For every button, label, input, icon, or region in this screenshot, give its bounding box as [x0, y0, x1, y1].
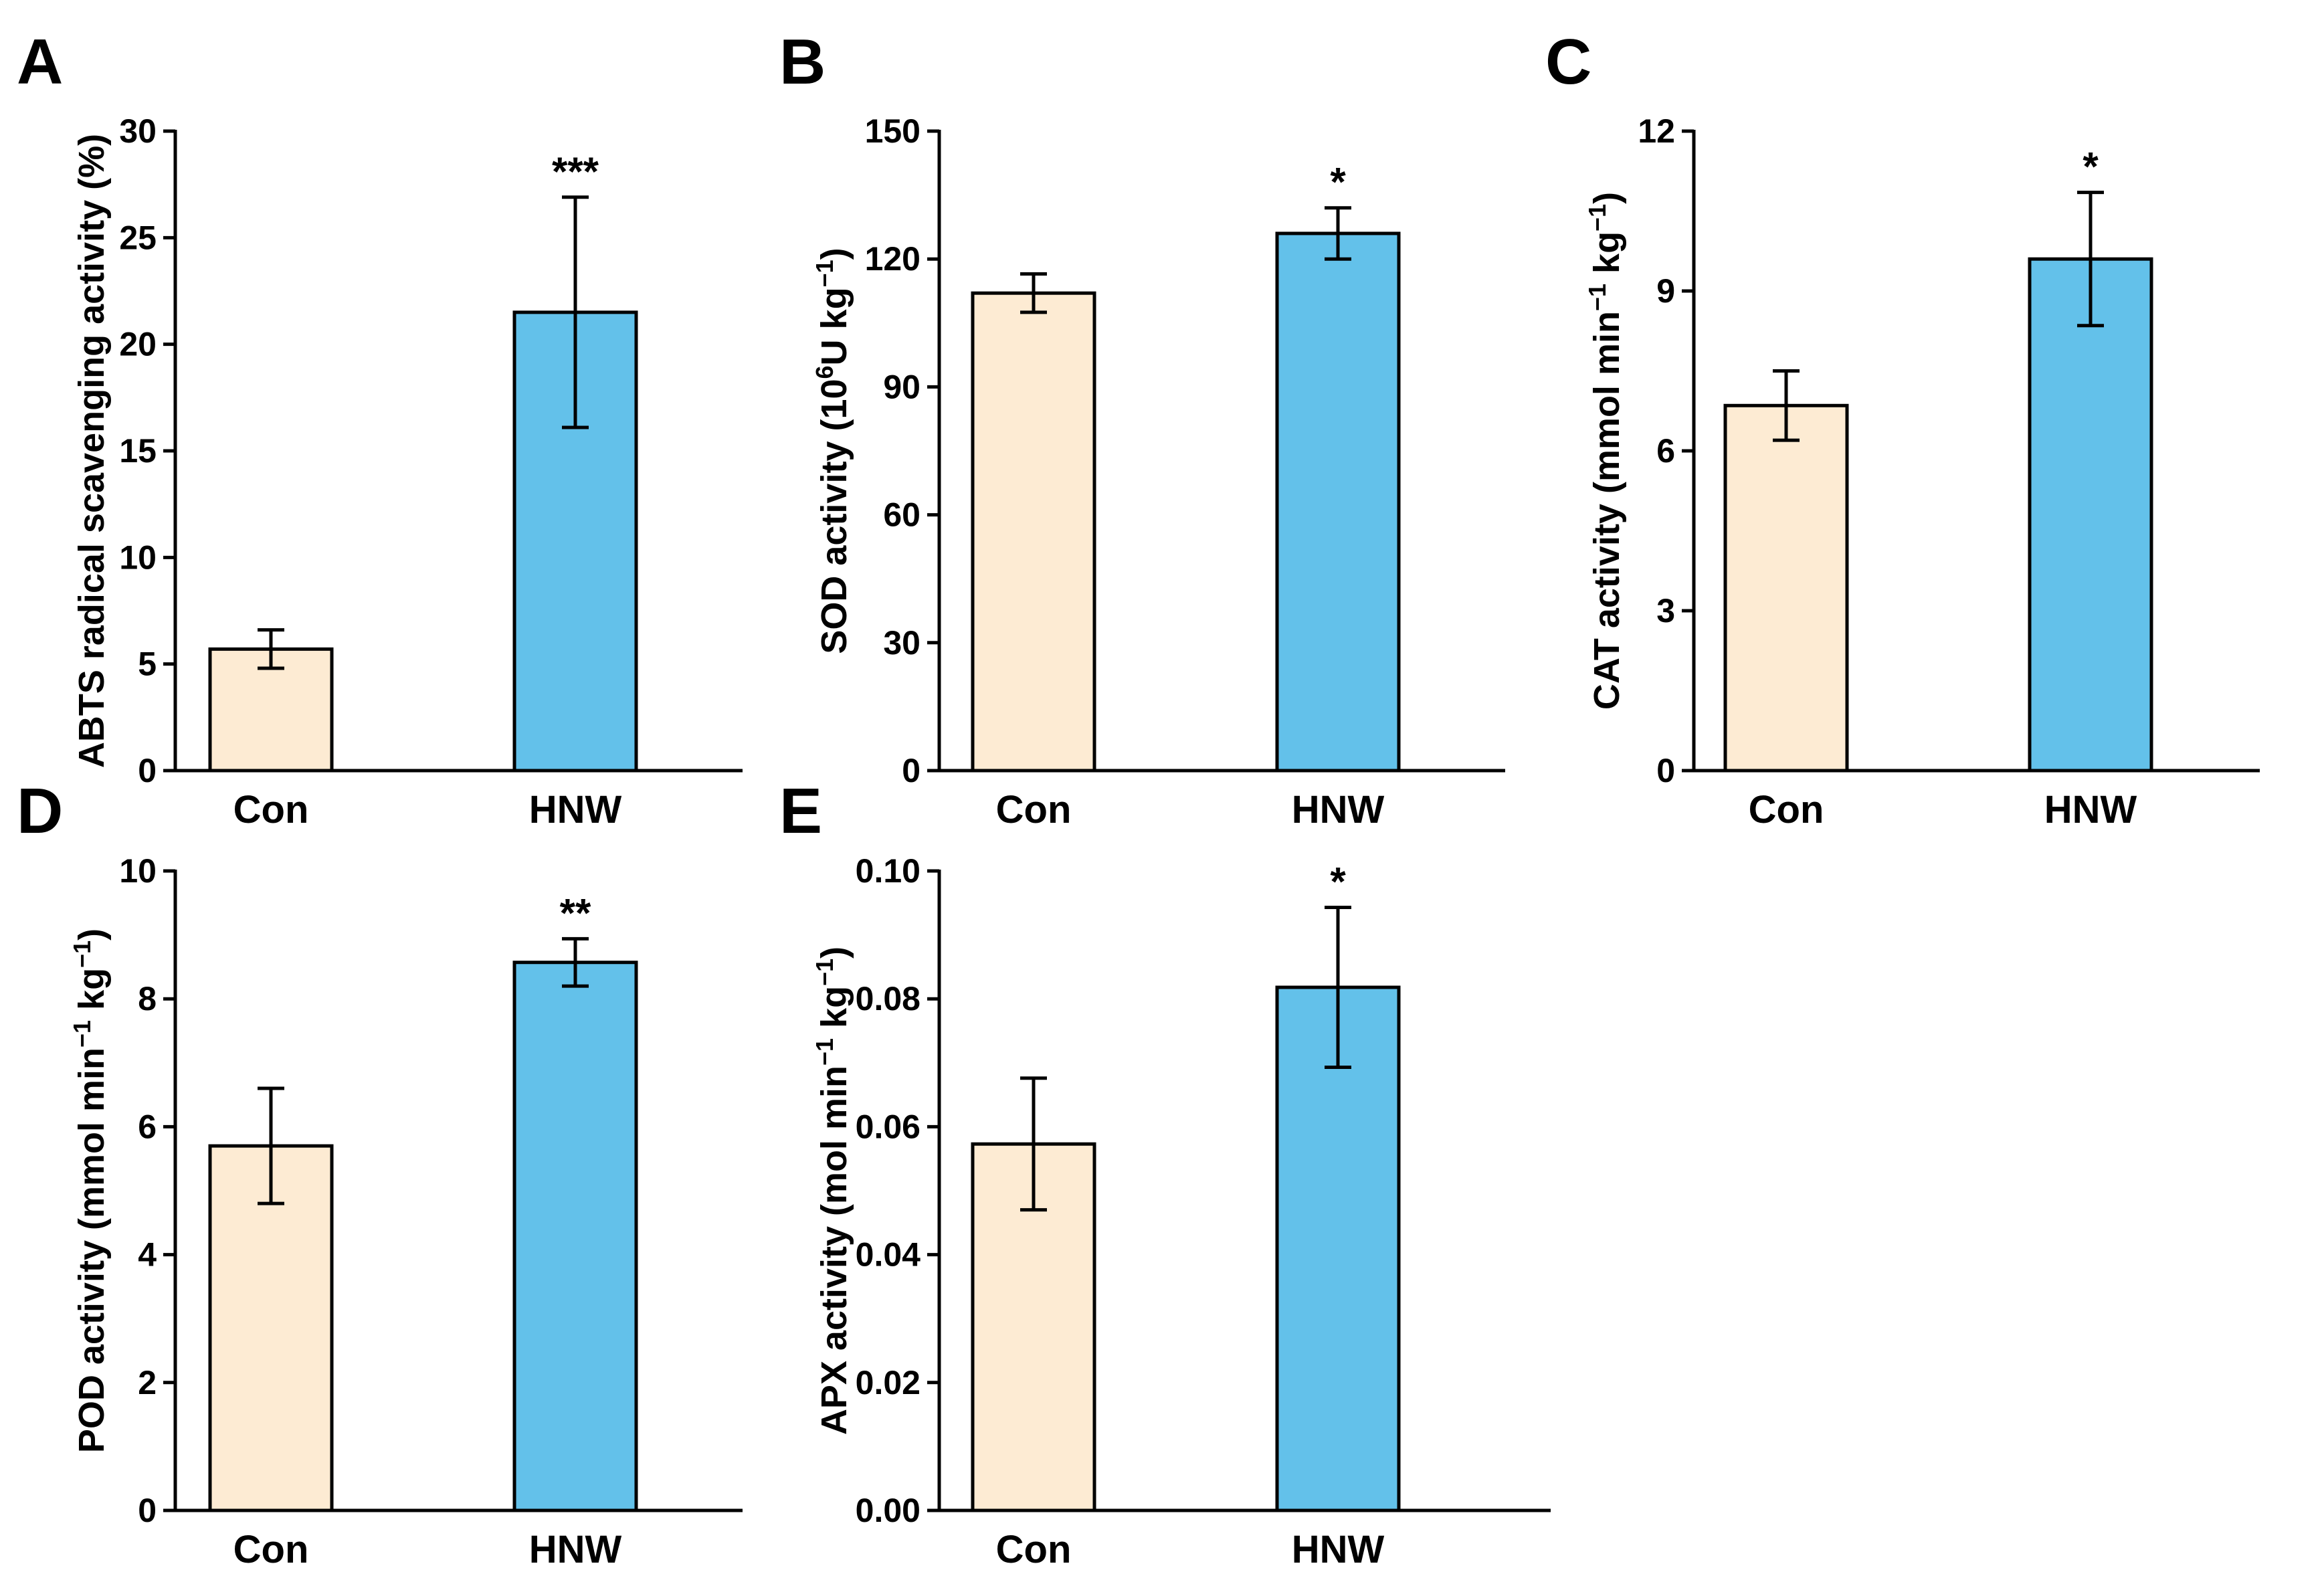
panel-c-significance-hnw: * — [2083, 144, 2099, 189]
panel-c-y-tick-label: 12 — [1638, 112, 1675, 150]
panel-d-bar-con — [208, 1144, 334, 1512]
panel-b-y-tick-label: 120 — [865, 240, 921, 278]
panel-b-y-tick-label: 90 — [883, 368, 921, 405]
panel-a-category-hnw: HNW — [529, 788, 622, 831]
panel-e-y-tick-label: 0.02 — [856, 1364, 921, 1401]
panel-d-y-tick-label: 4 — [138, 1236, 157, 1274]
panel-d-category-hnw: HNW — [529, 1528, 622, 1571]
panel-b-y-tick-label: 150 — [865, 112, 921, 150]
panel-b-letter: B — [779, 26, 826, 98]
panel-d-y-tick-label: 6 — [138, 1108, 157, 1145]
panel-a-letter: A — [17, 26, 63, 98]
panel-d-letter: D — [17, 775, 63, 847]
panel-b-y-tick-label: 60 — [883, 496, 921, 534]
panel-d-significance-hnw: ** — [560, 890, 591, 935]
panel-d-y-tick-label: 8 — [138, 980, 157, 1017]
panel-c: C 0 3 6 9 12 Con * HNW CAT activity (mmol min−1 … — [1545, 26, 2260, 831]
panel-b-bar-con — [971, 291, 1096, 773]
panel-b-bar-hnw — [1275, 231, 1401, 773]
panel-b-y-tick-label: 30 — [883, 624, 921, 662]
panel-a-y-tick-label: 0 — [138, 752, 157, 789]
panel-d-y-tick-label: 2 — [138, 1364, 157, 1401]
panel-d: D 0 2 4 6 8 10 Con ** HNW POD activity (mmol min−… — [17, 775, 743, 1571]
panel-a-y-tick-label: 30 — [119, 112, 157, 150]
panel-a-significance-hnw: *** — [552, 149, 599, 194]
panel-e-y-tick-label: 0.06 — [856, 1108, 921, 1145]
panel-c-category-con: Con — [1749, 788, 1824, 831]
panel-c-category-hnw: HNW — [2044, 788, 2137, 831]
panel-e-significance-hnw: * — [1330, 859, 1346, 904]
panel-b-significance-hnw: * — [1330, 160, 1346, 205]
panel-c-bar-hnw — [2028, 257, 2153, 773]
panel-a-category-con: Con — [233, 788, 309, 831]
panel-d-y-tick-label: 0 — [138, 1492, 157, 1529]
panel-c-bar-con — [1723, 403, 1849, 773]
panel-b-y-tick-label: 0 — [902, 752, 921, 789]
panel-a-y-tick-label: 10 — [119, 538, 157, 576]
panel-e-category-hnw: HNW — [1292, 1528, 1385, 1571]
panel-b-category-con: Con — [996, 788, 1072, 831]
panel-d-y-title: POD activity (mmol min−1 kg−1) — [68, 928, 112, 1453]
panel-e-y-tick-label: 0.04 — [856, 1236, 921, 1274]
panel-e-bar-hnw — [1275, 985, 1401, 1512]
panel-c-letter: C — [1545, 26, 1591, 98]
panel-a-y-tick-label: 5 — [138, 646, 157, 683]
panel-b-y-title: SOD activity (106U kg−1) — [811, 248, 855, 654]
panel-a-y-tick-label: 25 — [119, 219, 157, 256]
panel-d-category-con: Con — [233, 1528, 309, 1571]
panel-c-y-tick-label: 6 — [1656, 432, 1675, 470]
panel-e-y-tick-label: 0.08 — [856, 980, 921, 1017]
panel-e-y-title: APX activity (mol min−1 kg−1) — [811, 947, 855, 1435]
panel-c-y-tick-label: 3 — [1656, 592, 1675, 629]
panel-a: A 0 5 10 15 20 25 30 Con *** HNW ABTS radical scav… — [17, 26, 743, 831]
panel-c-y-title: CAT activity (mmol min−1 kg−1) — [1583, 192, 1628, 710]
panel-e: E 0.00 0.02 0.04 0.06 0.08 0.10 Con * HNW APX act… — [779, 775, 1551, 1571]
panel-e-category-con: Con — [996, 1528, 1072, 1571]
panel-e-y-tick-label: 0.00 — [856, 1492, 921, 1529]
panel-a-y-title: ABTS radical scavenging activity (%) — [72, 134, 112, 768]
panel-e-y-tick-label: 0.10 — [856, 852, 921, 890]
panel-a-y-tick-label: 20 — [119, 326, 157, 363]
panel-a-y-tick-label: 15 — [119, 432, 157, 470]
panel-d-bar-hnw — [512, 961, 638, 1512]
panel-c-y-tick-label: 9 — [1656, 272, 1675, 310]
panel-c-y-tick-label: 0 — [1656, 752, 1675, 789]
panel-b: B 0 30 60 90 120 150 Con * HNW SOD activity (106U… — [779, 26, 1505, 831]
panel-b-category-hnw: HNW — [1292, 788, 1385, 831]
panel-d-y-tick-label: 10 — [119, 852, 157, 890]
panel-e-letter: E — [779, 775, 822, 847]
